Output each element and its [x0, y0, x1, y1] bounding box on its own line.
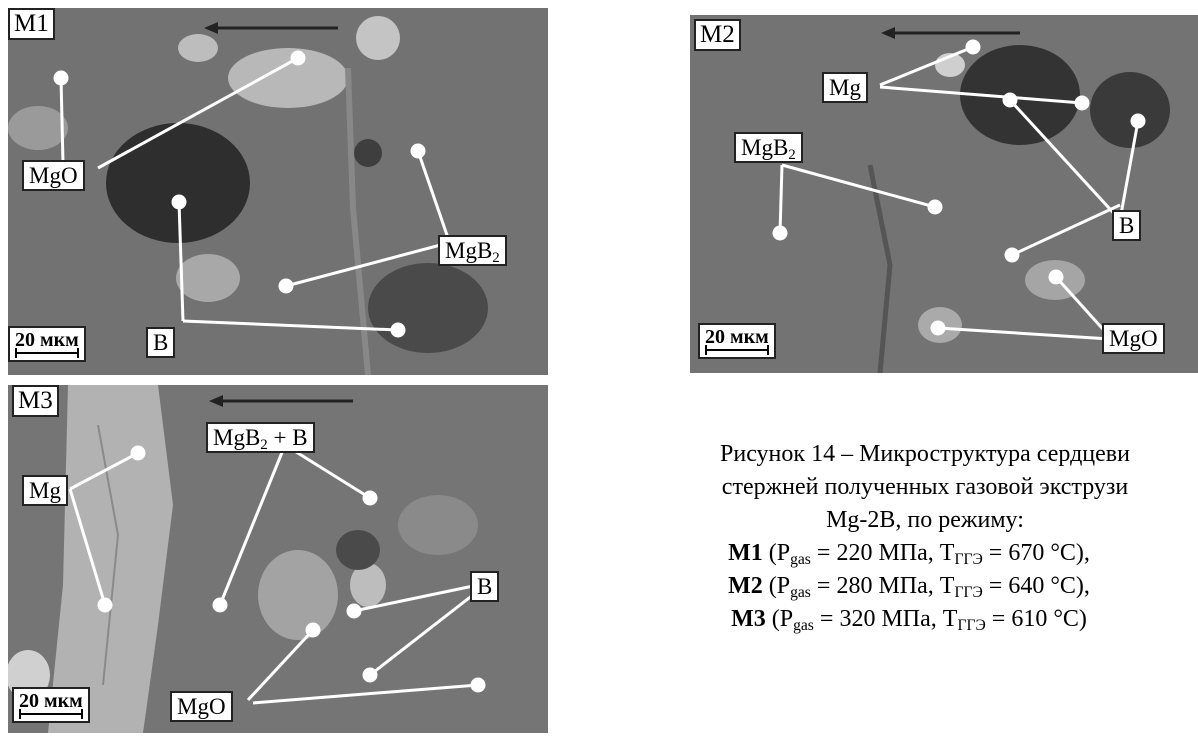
- panel-tag-m3: M3: [12, 385, 59, 417]
- label-b: B: [1112, 210, 1142, 241]
- caption-line: Mg-2B, по режиму:: [826, 507, 1024, 533]
- label-b: B: [470, 571, 500, 602]
- label-mgb2: MgB2: [734, 132, 803, 163]
- micrograph-m1-image: [8, 8, 548, 375]
- scale-bar: 20 мкм: [12, 687, 90, 723]
- micrograph-m3-image: [8, 385, 548, 733]
- micrograph-m3: M3 MgB2 + B Mg B MgO 20 мкм: [8, 385, 548, 733]
- scale-bar: 20 мкм: [8, 326, 86, 362]
- micrograph-m2-image: [690, 15, 1198, 373]
- label-mgo: MgO: [22, 160, 85, 191]
- label-mgo: MgO: [1102, 323, 1165, 354]
- caption-row-m3: M3 (Pgas = 320 МПа, TГГЭ = 610 °C): [731, 606, 1087, 634]
- micrograph-m1: M1 MgO MgB2 B 20 мкм: [8, 8, 548, 375]
- caption-row-m1: M1 (Pgas = 220 МПа, TГГЭ = 670 °C),: [728, 540, 1090, 568]
- figure-caption: Рисунок 14 – Микроструктура сердцеви сте…: [625, 438, 1198, 636]
- label-mgb2: MgB2: [438, 235, 507, 266]
- panel-tag-m2: M2: [694, 19, 741, 51]
- label-mg: Mg: [822, 72, 868, 103]
- panel-tag-m1: M1: [8, 8, 55, 40]
- micrograph-m2: M2 Mg MgB2 B MgO 20 мкм: [690, 15, 1198, 373]
- scale-bar: 20 мкм: [698, 323, 776, 359]
- label-b: B: [146, 327, 176, 358]
- caption-line: Рисунок 14 – Микроструктура сердцеви: [720, 441, 1130, 467]
- label-mgb2-b: MgB2 + B: [206, 422, 315, 453]
- label-mgo: MgO: [170, 691, 233, 722]
- caption-row-m2: M2 (Pgas = 280 МПа, TГГЭ = 640 °C),: [728, 573, 1090, 601]
- label-mg: Mg: [22, 475, 68, 506]
- caption-line: стержней полученных газовой экструзи: [721, 474, 1129, 500]
